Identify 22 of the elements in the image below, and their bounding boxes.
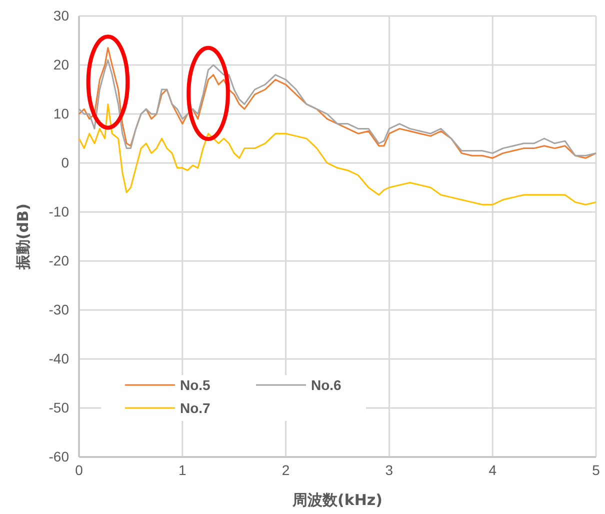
x-tick-label: 4 [488,462,497,478]
y-tick-label: -50 [48,399,70,416]
x-tick-label: 3 [385,462,394,478]
y-tick-label: 10 [53,105,70,122]
y-axis-title: 振動(dB) [14,204,32,270]
legend-label: No.5 [180,377,211,393]
line-series [78,103,597,206]
x-axis-title: 周波数(kHz) [292,491,382,509]
x-tick-label: 0 [75,462,84,478]
x-tick-label: 1 [178,462,186,478]
legend-label: No.6 [311,377,342,393]
y-tick-label: 0 [61,154,70,170]
y-tick-label: -20 [48,252,70,268]
y-tick-label: -60 [48,448,70,464]
y-tick-label: -40 [48,350,70,366]
x-tick-label: 2 [282,462,290,478]
x-tick-label: 5 [592,462,600,478]
y-tick-label: -10 [48,203,70,220]
y-tick-label: 20 [53,56,70,72]
y-tick-label: -30 [48,301,70,318]
y-tick-label: 30 [53,7,70,24]
legend-label: No.7 [180,400,211,416]
